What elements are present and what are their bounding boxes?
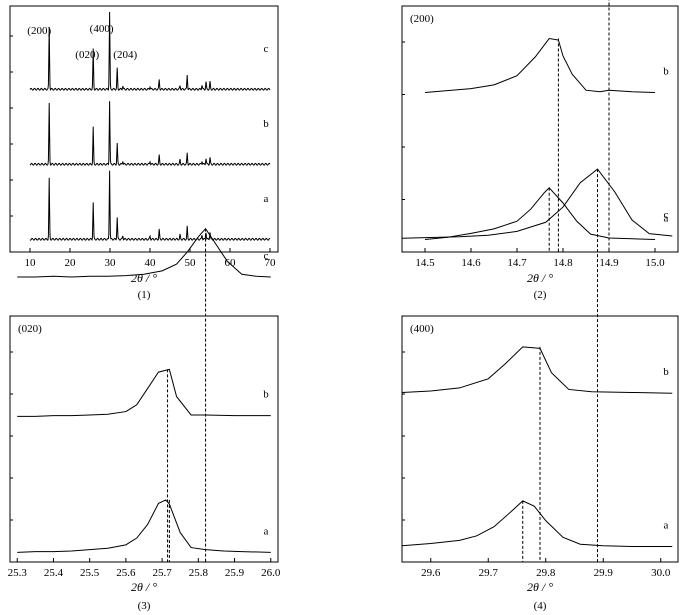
panel-1-overview: 10 20 30 40 50 60 70 2θ / ° (1) a b c (200) (020) (400… [9,5,279,301]
x-tick-label: 30 [105,257,117,269]
series-line-b [29,101,271,166]
series-label-a: a [264,193,269,205]
x-axis-label: 2θ / ° [527,580,553,594]
x-tick-label: 40 [145,257,157,269]
panel-caption: (2) [534,289,547,301]
series-label-c: c [264,250,269,262]
panel-title: (200) [410,13,434,25]
x-tick-label: 60 [225,257,237,269]
series-label-a: a [664,519,669,531]
series-line-a [401,500,673,547]
panel-4-400-peak: 29.6 29.7 29.8 29.9 30.0 2θ / ° (4) (400) a b c [401,168,679,612]
series-line-c [17,227,271,278]
series-line-a [17,499,271,553]
series-label-a: a [264,525,269,537]
x-tick-label: 25.3 [8,567,28,579]
x-tick-label: 10 [25,257,37,269]
x-tick-label: 20 [65,257,77,269]
x-tick-label: 14.6 [461,257,481,269]
series-line-b [401,346,673,394]
series-label-b: b [663,65,669,77]
x-tick-label: 50 [185,257,197,269]
panel-caption: (1) [138,289,151,301]
x-tick-label: 15.0 [645,257,665,269]
plot-frame [9,5,279,253]
x-tick-label: 29.9 [594,567,614,579]
plot-frame [401,5,679,253]
peak-label: (204) [113,49,137,61]
x-axis-label: 2θ / ° [527,271,553,285]
x-tick-label: 25.6 [116,567,136,579]
series-label-b: b [663,366,669,378]
x-tick-label: 25.5 [80,567,100,579]
peak-label: (020) [75,49,99,61]
series-line-a [29,170,271,241]
series-line-c [401,168,673,239]
series-label-c: c [264,43,269,55]
x-tick-label: 70 [265,257,277,269]
plot-frame [9,315,279,563]
series-label-b: b [263,118,269,130]
x-tick-label: 29.6 [421,567,441,579]
x-axis-label: 2θ / ° [131,271,157,285]
panel-caption: (3) [138,600,151,612]
series-label-c: c [664,209,669,221]
series-line-b [424,37,656,93]
x-tick-label: 14.9 [599,257,619,269]
x-tick-label: 14.8 [553,257,573,269]
x-tick-label: 30.0 [651,567,671,579]
panel-caption: (4) [534,600,547,612]
panel-title: (020) [18,323,42,335]
x-tick-label: 26.0 [261,567,281,579]
x-tick-label: 29.7 [479,567,499,579]
series-label-a: a [664,212,669,224]
panel-title: (400) [410,323,434,335]
panel-2-200-peak: 14.5 14.6 14.7 14.8 14.9 15.0 2θ / ° (2) (200) a b… [401,0,679,301]
x-tick-label: 25.7 [152,567,172,579]
x-tick-label: 14.7 [507,257,527,269]
x-tick-label: 25.4 [44,567,64,579]
x-axis-label: 2θ / ° [131,580,157,594]
x-tick-label: 29.8 [536,567,556,579]
x-tick-label: 25.8 [189,567,209,579]
x-tick-label: 14.5 [415,257,435,269]
peak-label: (200) [27,25,51,37]
panel-3-020-peak: 25.3 25.4 25.5 25.6 25.7 25.8 25.9 26.0 2θ / ° (3… [8,227,281,612]
series-line-c [29,11,271,91]
peak-label: (400) [90,23,114,35]
series-line-b [17,368,271,417]
x-tick-label: 25.9 [225,567,245,579]
series-label-b: b [263,389,269,401]
series-line-a [424,187,656,240]
